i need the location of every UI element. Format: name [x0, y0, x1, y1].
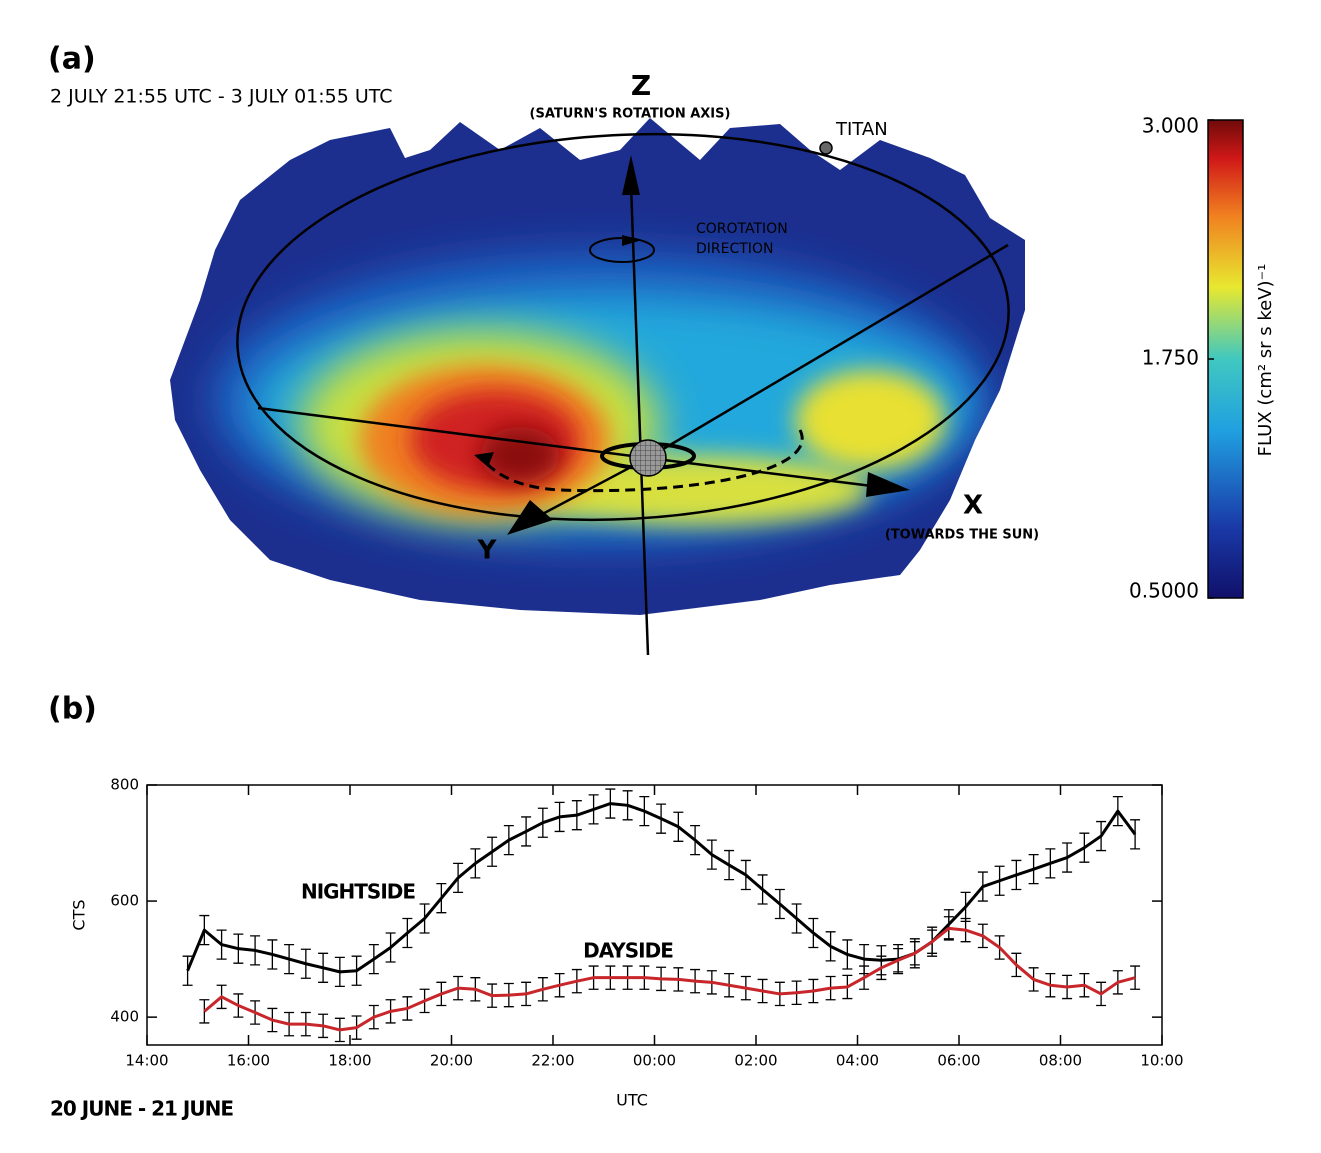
annotation: X	[963, 491, 983, 521]
x-tick-label: 00:00	[633, 1052, 676, 1070]
flux-map	[170, 118, 1025, 656]
date-label: 20 JUNE - 21 JUNE	[50, 1097, 233, 1121]
x-tick-label: 04:00	[836, 1052, 879, 1070]
series-label: DAYSIDE	[583, 939, 673, 963]
x-tick-label: 18:00	[328, 1052, 371, 1070]
x-tick-label: 06:00	[937, 1052, 980, 1070]
y-tick-label: 600	[110, 892, 139, 910]
x-tick-label: 02:00	[734, 1052, 777, 1070]
y-axis-label: CTS	[70, 899, 89, 930]
annotation: (TOWARDS THE SUN)	[885, 528, 1039, 543]
annotation: Y	[477, 536, 498, 566]
x-tick-label: 10:00	[1140, 1052, 1183, 1070]
panel-label: (a)	[48, 42, 96, 77]
colorbar-tick-label: 1.750	[1142, 346, 1199, 370]
x-tick-label: 20:00	[430, 1052, 473, 1070]
x-tick-label: 08:00	[1039, 1052, 1082, 1070]
annotation: COROTATION	[696, 221, 788, 237]
series-line	[203, 926, 1136, 1032]
y-tick-label: 400	[110, 1008, 139, 1026]
error-bar	[199, 999, 210, 1024]
x-axis-label: UTC	[616, 1091, 648, 1110]
plot-frame	[146, 784, 1163, 1046]
annotation: Z	[631, 69, 651, 102]
subtitle: 2 JULY 21:55 UTC - 3 JULY 01:55 UTC	[50, 86, 393, 108]
series-label: NIGHTSIDE	[301, 880, 415, 904]
colorbar-tick-label: 0.5000	[1129, 579, 1199, 603]
annotation: DIRECTION	[696, 241, 773, 257]
annotation: TITAN	[835, 119, 888, 140]
x-tick-label: 14:00	[125, 1052, 168, 1070]
colorbar-label: FLUX (cm² sr s keV)⁻¹	[1255, 264, 1276, 457]
x-tick-label: 22:00	[531, 1052, 574, 1070]
annotation: (SATURN'S ROTATION AXIS)	[530, 107, 731, 122]
colorbar-tick-label: 3.000	[1142, 114, 1199, 138]
panel-label: (b)	[48, 692, 97, 727]
y-tick-label: 800	[110, 776, 139, 794]
x-tick-label: 16:00	[227, 1052, 270, 1070]
series-line	[186, 802, 1137, 974]
